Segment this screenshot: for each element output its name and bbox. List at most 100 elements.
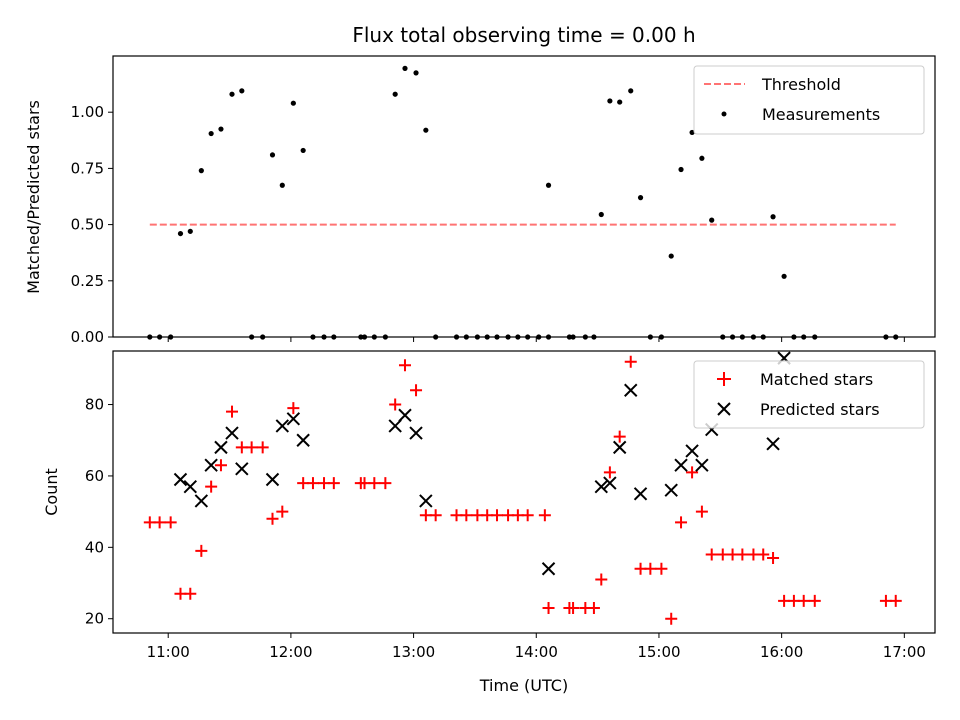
x-tick-label: 12:00 (269, 643, 312, 661)
count-y-axis: 20 40 60 80 (85, 396, 113, 628)
ratio-legend: Threshold Measurements (693, 65, 925, 135)
measurements-point (893, 334, 899, 340)
measurements-point (709, 217, 715, 223)
measurements-point (545, 182, 552, 188)
measurements-point (570, 334, 576, 340)
matched-stars-point (389, 398, 402, 411)
measurements-point (168, 334, 174, 340)
matched-stars-point (287, 402, 300, 415)
predicted-stars-point (624, 383, 638, 397)
predicted-stars-point (766, 437, 780, 451)
y-tick-label: 20 (85, 610, 104, 628)
x-tick-label: 14:00 (515, 643, 558, 661)
measurements-point (392, 91, 398, 97)
measurements-point (607, 98, 613, 104)
measurements-point (198, 168, 204, 174)
measurements-point (689, 129, 695, 136)
matched-stars-point (306, 477, 319, 490)
measurements-point (358, 334, 364, 340)
matched-stars-point (195, 544, 208, 557)
measurements-point (505, 334, 511, 340)
matched-stars-point (808, 594, 821, 607)
x-tick-label: 13:00 (392, 643, 435, 661)
measurements-point (208, 130, 214, 137)
matched-stars-point (624, 355, 637, 368)
matched-stars-point (889, 594, 902, 607)
predicted-stars-point (633, 487, 648, 501)
matched-stars-point (736, 548, 749, 561)
matched-stars-point (245, 441, 258, 454)
matched-stars-point (542, 602, 555, 615)
count-legend-box (693, 360, 925, 429)
matched-stars-point (205, 480, 218, 493)
matched-stars-point (410, 384, 423, 397)
measurements-point (699, 155, 705, 161)
matched-stars-legend-swatch (717, 372, 731, 386)
y-tick-label: 0.75 (71, 159, 104, 177)
matched-stars-point (379, 477, 392, 490)
matched-stars-point (460, 509, 473, 522)
predicted-stars-legend-label: Predicted stars (760, 400, 880, 419)
measurements-point (269, 152, 276, 158)
matched-stars-point (256, 441, 269, 454)
measurements-point (494, 334, 500, 340)
measurements-point (413, 70, 419, 76)
measurements-point (515, 334, 521, 340)
measurements-point (423, 127, 429, 133)
measurements-point (536, 334, 542, 340)
predicted-stars-point (204, 458, 218, 472)
measurements-point (453, 334, 460, 340)
y-tick-label: 0.25 (71, 272, 104, 290)
measurements-point (290, 100, 296, 106)
matched-stars-point (214, 459, 227, 472)
measurements-point (474, 334, 480, 340)
predicted-stars-point (594, 479, 609, 494)
predicted-stars-point (173, 472, 188, 487)
x-tick-label: 11:00 (147, 643, 190, 661)
matched-stars-point (567, 602, 580, 615)
count-y-axis-label: Count (42, 468, 61, 516)
predicted-stars-point (541, 562, 556, 576)
matched-stars-point (184, 587, 197, 600)
ratio-legend-box (693, 65, 925, 135)
x-axis-label: Time (UTC) (479, 676, 568, 695)
measurements-point (801, 334, 807, 340)
predicted-stars-point (409, 426, 423, 440)
ratio-x-axis (167, 337, 905, 342)
predicted-stars-point (612, 440, 627, 455)
y-tick-label: 40 (85, 538, 104, 556)
predicted-stars-point (419, 494, 433, 508)
measurements-point (720, 334, 726, 340)
ratio-panel-frame (112, 55, 936, 338)
predicted-stars-point (214, 440, 228, 455)
measurements-point (770, 214, 776, 220)
measurements-point (617, 99, 623, 105)
predicted-stars-point (685, 444, 699, 458)
matched-stars-point (538, 509, 551, 522)
matched-stars-point (368, 477, 381, 490)
measurements-point (177, 230, 184, 237)
measurements-point (361, 334, 368, 340)
measurements-point (791, 334, 797, 340)
matched-stars-point (327, 477, 340, 490)
count-legend: Matched stars Predicted stars (693, 360, 925, 429)
predicted-stars-point (388, 419, 402, 433)
measurements-point (310, 334, 316, 340)
predicted-stars-point (603, 476, 617, 490)
measurements-point (525, 334, 531, 340)
measurements-point (582, 334, 588, 340)
measurements-point (883, 334, 889, 340)
measurements-point (321, 334, 327, 340)
measurements-point (637, 195, 644, 201)
matched-stars-point (675, 516, 688, 529)
measurements-point (598, 211, 604, 218)
measurements-point (739, 334, 745, 340)
measurements-point (147, 334, 153, 340)
measurements-legend-swatch (721, 111, 727, 117)
matched-stars-point (164, 516, 177, 529)
measurements-point (187, 228, 193, 234)
predicted-stars-point (296, 433, 310, 447)
matched-stars-point (521, 509, 534, 522)
